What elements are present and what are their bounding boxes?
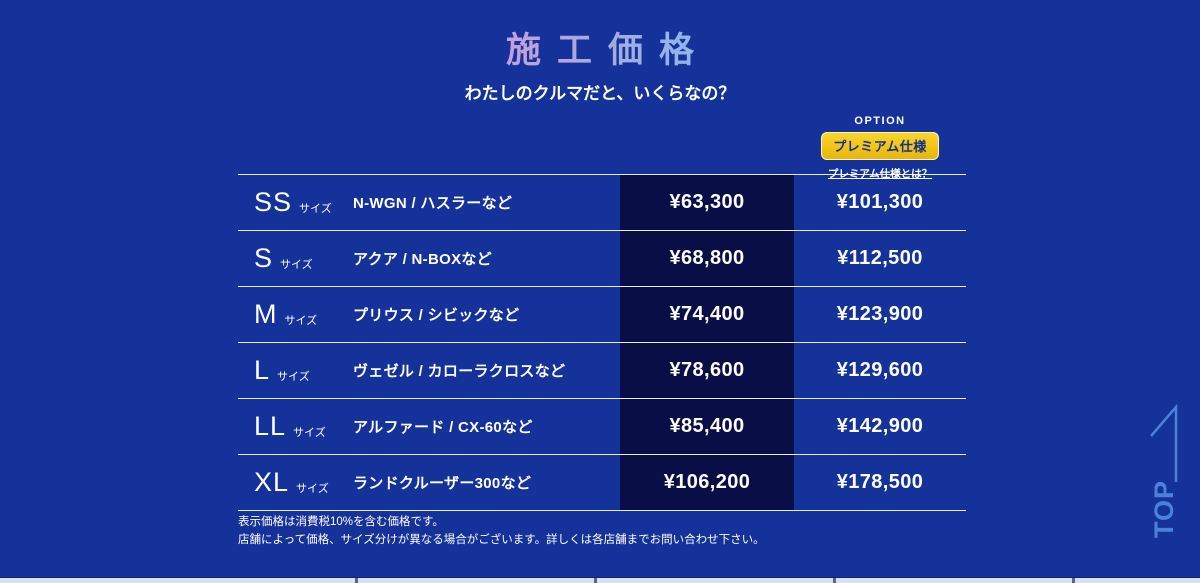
bar-divider <box>594 578 597 583</box>
size-suffix: サイズ <box>284 314 318 327</box>
standard-price: ¥74,400 <box>620 287 794 342</box>
premium-price: ¥129,600 <box>836 359 924 381</box>
premium-price: ¥178,500 <box>836 471 924 493</box>
size-cell: XL サイズ <box>238 455 353 510</box>
next-section-edge <box>0 577 1200 578</box>
page-subtitle: わたしのクルマだと、いくらなの？ <box>464 84 736 103</box>
table-row: S サイズ アクア / N-BOXなど ¥68,800 ¥112,500 <box>238 231 966 287</box>
size-label: S <box>254 243 274 273</box>
size-suffix: サイズ <box>299 202 332 215</box>
car-examples: ヴェゼル / カローラクロスなど <box>353 363 566 380</box>
up-arrow-icon <box>1150 404 1178 482</box>
size-label: LL <box>254 411 287 441</box>
premium-badge: プレミアム仕様 <box>821 132 939 160</box>
size-label: L <box>254 355 271 385</box>
table-row: XL サイズ ランドクルーザー300など ¥106,200 ¥178,500 <box>238 455 966 511</box>
standard-price: ¥78,600 <box>620 343 794 398</box>
option-column-header: OPTION プレミアム仕様 プレミアム仕様とは？ <box>794 115 966 181</box>
note-line: 表示価格は消費税10%を含む価格です。 <box>238 516 444 528</box>
table-row: M サイズ プリウス / シビックなど ¥74,400 ¥123,900 <box>238 287 966 343</box>
standard-price: ¥63,300 <box>620 175 794 230</box>
back-to-top-button[interactable]: TOP <box>1136 400 1196 545</box>
table-row: LL サイズ アルファード / CX-60など ¥85,400 ¥142,900 <box>238 399 966 455</box>
size-cell: M サイズ <box>238 287 353 342</box>
premium-price: ¥112,500 <box>837 247 923 269</box>
bar-divider <box>355 578 358 583</box>
page-title-text: 施工価格 <box>490 22 710 73</box>
page-title: 施工価格 <box>0 22 1200 73</box>
size-cell: L サイズ <box>238 343 353 398</box>
size-suffix: サイズ <box>296 482 329 495</box>
premium-price: ¥101,300 <box>836 191 924 213</box>
bar-divider <box>833 578 836 583</box>
price-table: SS サイズ N-WGN / ハスラーなど ¥63,300 ¥101,300 S… <box>238 174 966 511</box>
standard-price: ¥68,800 <box>620 231 794 286</box>
car-examples: アクア / N-BOXなど <box>353 251 492 268</box>
car-examples: アルファード / CX-60など <box>353 419 533 436</box>
size-suffix: サイズ <box>277 370 310 383</box>
price-notes: 表示価格は消費税10%を含む価格です。 店舗によって価格、サイズ分けが異なる場合… <box>238 514 765 549</box>
option-eyebrow: OPTION <box>854 115 906 127</box>
premium-price: ¥123,900 <box>836 303 924 325</box>
size-cell: S サイズ <box>238 231 353 286</box>
size-suffix: サイズ <box>293 426 326 439</box>
table-row: SS サイズ N-WGN / ハスラーなど ¥63,300 ¥101,300 <box>238 175 966 231</box>
next-section-top-bar <box>0 578 1200 583</box>
standard-price: ¥106,200 <box>620 455 794 510</box>
size-suffix: サイズ <box>280 258 313 271</box>
size-label: M <box>254 299 278 329</box>
size-cell: SS サイズ <box>238 175 353 230</box>
premium-price: ¥142,900 <box>836 415 924 437</box>
size-label: XL <box>254 467 290 497</box>
back-to-top-label: TOP <box>1149 480 1179 539</box>
bar-divider <box>1072 578 1075 583</box>
note-line: 店舗によって価格、サイズ分けが異なる場合がございます。詳しくは各店舗までお問い合… <box>238 533 765 546</box>
size-cell: LL サイズ <box>238 399 353 454</box>
standard-price: ¥85,400 <box>620 399 794 454</box>
size-label: SS <box>254 187 293 217</box>
car-examples: N-WGN / ハスラーなど <box>353 195 513 212</box>
car-examples: プリウス / シビックなど <box>353 307 520 324</box>
car-examples: ランドクルーザー300など <box>353 475 532 492</box>
table-row: L サイズ ヴェゼル / カローラクロスなど ¥78,600 ¥129,600 <box>238 343 966 399</box>
